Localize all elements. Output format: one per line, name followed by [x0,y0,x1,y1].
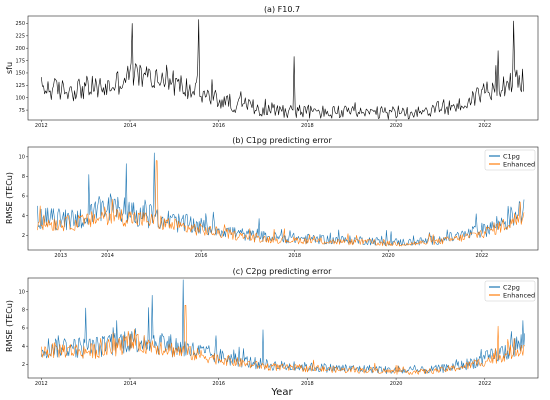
panel-c-xtick-label: 2012 [35,381,48,387]
panel-a-ytick-label: 175 [15,58,25,64]
panel-a-xtick-label: 2014 [124,123,137,129]
panel-b-ytick-label: 8 [22,174,25,180]
panel-f107: (a) F10.7 sfu 2012 2014 2016 2018 2020 2022 75… [5,5,539,129]
panel-b-series-c1pg-line [37,152,525,247]
panel-a-frame [27,15,539,121]
panel-c-ytick-label: 8 [22,308,25,314]
panel-a-ylabel: sfu [5,62,14,74]
panel-c-ytick-label: 2 [22,362,25,368]
panel-c-xtick-label: 2020 [390,381,403,387]
panel-c-series-c2pg-line [41,279,525,374]
panel-a-ytick-label: 100 [15,95,25,101]
panel-a-ytick-label: 250 [15,21,25,27]
panel-c-ytick-label: 4 [22,344,25,350]
panel-c-frame [27,277,539,379]
panel-a-series-group [41,19,524,120]
panel-b-ytick-label: 2 [22,233,25,239]
panel-c-xtick-label: 2022 [478,381,491,387]
panel-b-legend-enhanced-label: Enhanced [503,161,535,169]
panel-a-series-f107-line [41,19,524,120]
panel-a-title: (a) F10.7 [264,5,300,14]
panel-a-ytick-label: 225 [15,34,25,40]
panel-c-ytick-label: 10 [19,289,25,295]
panel-c1pg: (b) C1pg predicting error RMSE (TECu) 20… [5,136,539,259]
panel-a-xtick-label: 2020 [390,123,403,129]
panel-a-ytick-label: 200 [15,46,25,52]
panel-b-series-enhanced-line [37,160,525,247]
panel-b-legend-c1pg-label: C1pg [503,153,520,161]
panel-a-xtick-label: 2012 [35,123,48,129]
panel-b-ticks-group: 2013 2014 2016 2018 2020 2022 2 4 6 8 10 [19,155,489,259]
panel-c-legend-c2pg-label: C2pg [503,284,520,292]
panel-b-xtick-label: 2018 [288,253,301,259]
panel-c-ylabel: RMSE (TECu) [5,300,14,352]
panel-a-ytick-label: 150 [15,71,25,77]
panel-a-xtick-label: 2022 [478,123,491,129]
panel-c-xtick-label: 2018 [301,381,314,387]
panel-c-xtick-label: 2014 [124,381,137,387]
panel-b-frame [27,146,539,251]
panel-a-xtick-label: 2018 [301,123,314,129]
panel-c-title: (c) C2pg predicting error [233,267,333,276]
panel-a-ytick-label: 75 [19,108,25,114]
panel-b-xtick-label: 2016 [195,253,208,259]
panel-c-ticks-group: 2012 2014 2016 2018 2020 2022 2 4 6 8 10 [19,289,492,387]
panel-b-ytick-label: 10 [19,155,25,161]
panel-a-xtick-label: 2016 [212,123,225,129]
panel-b-xtick-label: 2022 [475,253,488,259]
panel-b-legend: C1pg Enhanced [484,149,536,171]
panel-c2pg: (c) C2pg predicting error RMSE (TECu) 20… [5,267,539,398]
panel-c-legend-box [484,280,536,302]
panel-c-ytick-label: 6 [22,326,25,332]
panel-b-xtick-label: 2020 [382,253,395,259]
panel-c-xtick-label: 2016 [212,381,225,387]
panel-b-title: (b) C1pg predicting error [232,136,332,145]
panel-b-xtick-label: 2014 [101,253,114,259]
panel-b-ytick-label: 4 [22,213,25,219]
panel-c-series-group [41,279,525,375]
panel-a-ytick-label: 125 [15,83,25,89]
panel-b-legend-box [484,149,536,171]
panel-b-xtick-label: 2013 [54,253,67,259]
panel-c-legend-enhanced-label: Enhanced [503,292,535,300]
panel-c-series-enhanced-line [41,305,525,375]
x-axis-label: Year [270,387,293,398]
panel-a-ticks-group: 2012 2014 2016 2018 2020 2022 75 100 125 150 175 20… [15,21,491,129]
panel-b-ylabel: RMSE (TECu) [5,172,14,224]
panel-c-legend: C2pg Enhanced [484,280,536,302]
panel-b-series-group [37,152,525,247]
panel-b-ytick-label: 6 [22,194,25,200]
